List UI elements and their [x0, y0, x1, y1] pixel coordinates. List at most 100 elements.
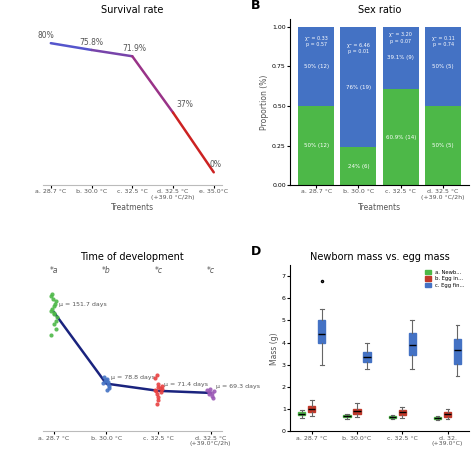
Y-axis label: Proportion (%): Proportion (%) [260, 74, 269, 130]
Text: B: B [251, 0, 260, 12]
X-axis label: Treatments: Treatments [111, 203, 154, 212]
Text: *c: *c [207, 266, 215, 275]
Bar [425, 106, 461, 185]
PathPatch shape [399, 410, 406, 415]
Point [50, 320, 57, 328]
Point [205, 391, 212, 398]
Point [105, 383, 113, 390]
Point [104, 379, 111, 386]
Text: D: D [251, 245, 261, 258]
Text: μ = 71.4 days: μ = 71.4 days [164, 382, 208, 387]
Point [158, 385, 165, 393]
Point [50, 302, 58, 310]
Point [156, 384, 164, 392]
PathPatch shape [444, 411, 451, 417]
Point [158, 383, 165, 390]
Point [153, 391, 160, 398]
Point [153, 400, 160, 408]
Text: μ = 151.7 days: μ = 151.7 days [59, 302, 107, 308]
Text: χ² = 3.20
p = 0.07: χ² = 3.20 p = 0.07 [389, 32, 412, 44]
Point [102, 377, 110, 384]
Point [49, 295, 57, 303]
Title: Survival rate: Survival rate [101, 5, 164, 15]
Text: 50% (5): 50% (5) [432, 64, 454, 69]
Point [103, 386, 110, 394]
Bar [340, 27, 376, 147]
Point [208, 392, 215, 400]
Point [152, 374, 159, 382]
Title: Time of development: Time of development [81, 252, 184, 262]
Point [99, 380, 107, 387]
Text: 24% (6): 24% (6) [347, 164, 369, 169]
PathPatch shape [389, 416, 396, 418]
Point [52, 325, 60, 332]
Text: 50% (12): 50% (12) [303, 64, 328, 69]
Point [47, 332, 55, 339]
Text: 50% (5): 50% (5) [432, 143, 454, 148]
Bar [383, 27, 419, 89]
Point [210, 387, 218, 395]
Text: 39.1% (9): 39.1% (9) [387, 55, 414, 60]
Title: Sex ratio: Sex ratio [358, 5, 401, 15]
Text: 60.9% (14): 60.9% (14) [386, 135, 416, 139]
Point [151, 386, 159, 394]
Bar [383, 89, 419, 185]
Text: 37%: 37% [177, 100, 194, 109]
Text: 80%: 80% [37, 31, 55, 40]
Point [53, 298, 60, 305]
Point [50, 309, 58, 317]
Bar [340, 147, 376, 185]
Point [206, 385, 214, 393]
Point [154, 381, 161, 388]
Text: χ² = 6.46
p = 0.01: χ² = 6.46 p = 0.01 [347, 43, 370, 54]
PathPatch shape [434, 417, 441, 419]
PathPatch shape [308, 406, 315, 412]
Text: 50% (12): 50% (12) [303, 143, 328, 148]
Point [105, 381, 112, 388]
Legend: a. Newb..., b. Egg in..., c. Egg fin...: a. Newb..., b. Egg in..., c. Egg fin... [422, 268, 466, 290]
Point [154, 396, 162, 404]
Text: 71.9%: 71.9% [122, 44, 146, 53]
PathPatch shape [409, 333, 416, 356]
Point [52, 317, 59, 325]
X-axis label: Treatments: Treatments [358, 203, 401, 212]
PathPatch shape [344, 415, 351, 417]
Text: *a: *a [50, 266, 58, 275]
Point [157, 388, 165, 396]
Point [47, 307, 55, 315]
Point [154, 393, 162, 401]
PathPatch shape [318, 320, 325, 343]
Point [50, 310, 58, 318]
PathPatch shape [454, 339, 461, 364]
Text: μ = 78.8 days: μ = 78.8 days [111, 375, 155, 380]
Bar [298, 27, 334, 106]
Point [49, 291, 56, 298]
PathPatch shape [364, 352, 371, 362]
Bar [425, 27, 461, 106]
Point [154, 371, 161, 378]
Text: *c: *c [155, 266, 163, 275]
Text: χ² = 0.33
p = 0.57: χ² = 0.33 p = 0.57 [305, 36, 328, 47]
Point [54, 313, 61, 321]
PathPatch shape [354, 409, 361, 414]
Text: χ² = 0.11
p = 0.74: χ² = 0.11 p = 0.74 [432, 36, 455, 47]
Text: *b: *b [102, 266, 110, 275]
Point [209, 394, 217, 402]
Point [52, 301, 59, 308]
Text: μ = 69.3 days: μ = 69.3 days [216, 384, 260, 389]
Point [103, 375, 111, 383]
Point [105, 384, 113, 392]
PathPatch shape [298, 412, 305, 416]
Point [47, 292, 55, 300]
Point [152, 387, 160, 395]
Point [48, 305, 56, 313]
Title: Newborn mass vs. egg mass: Newborn mass vs. egg mass [310, 252, 449, 262]
Text: 76% (19): 76% (19) [346, 84, 371, 90]
Text: 0%: 0% [210, 160, 222, 169]
Point [203, 386, 211, 394]
Point [205, 388, 213, 396]
Point [101, 378, 109, 385]
Point [155, 383, 162, 391]
Bar [298, 106, 334, 185]
Point [100, 373, 108, 380]
